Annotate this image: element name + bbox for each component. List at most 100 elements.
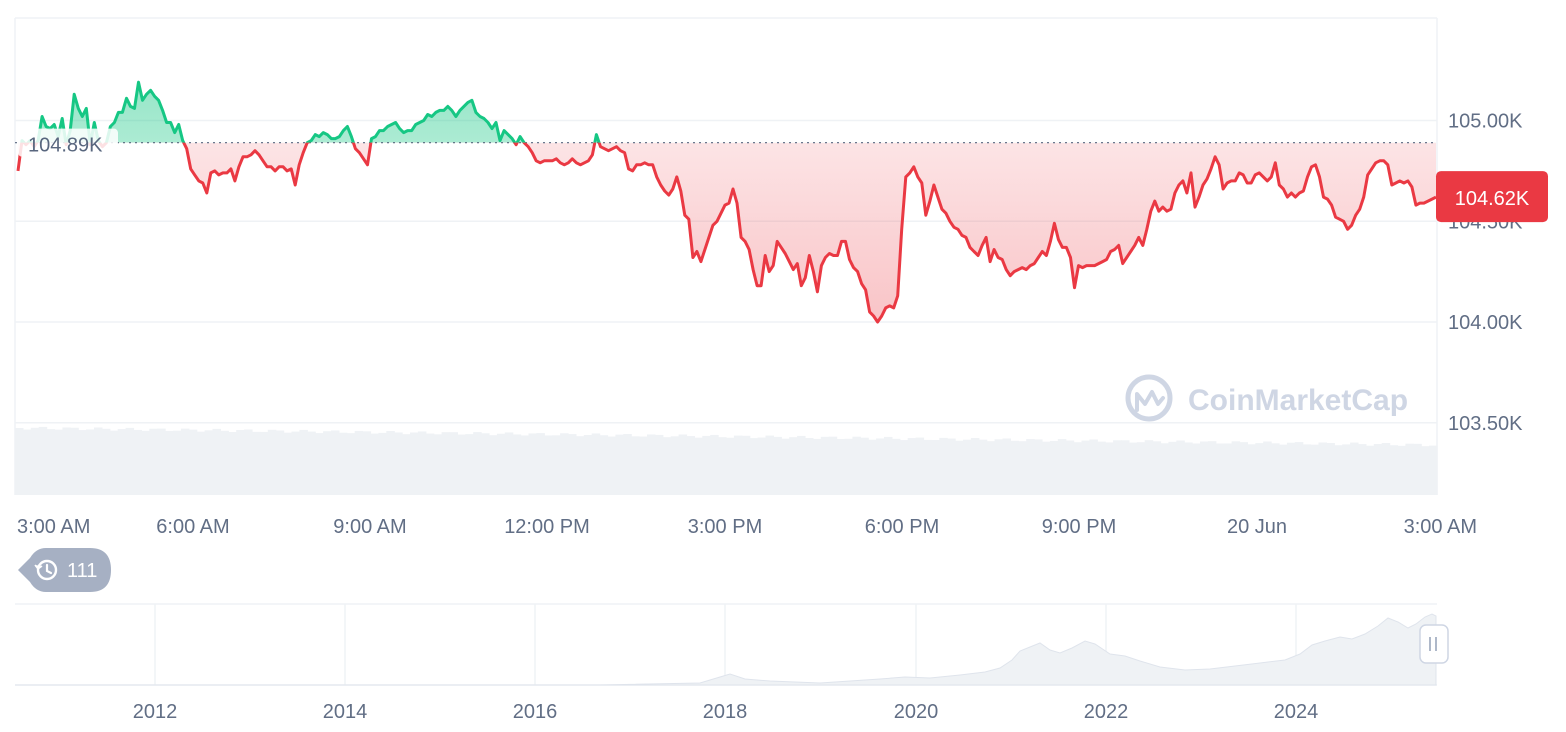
reference-price-text: 104.89K xyxy=(28,135,103,157)
volume-bar xyxy=(599,435,609,495)
history-count: 111 xyxy=(67,560,97,582)
volume-bar xyxy=(741,435,751,495)
volume-bar xyxy=(1239,442,1248,495)
volume-bar xyxy=(1381,443,1391,495)
volume-bar xyxy=(165,430,174,495)
volume-bar xyxy=(252,431,261,495)
volume-bar xyxy=(125,427,135,495)
volume-bar xyxy=(1350,442,1359,495)
volume-bar xyxy=(1215,443,1225,495)
volume-bar xyxy=(78,430,87,495)
volume-bar xyxy=(370,433,379,495)
volume-bar xyxy=(1365,445,1375,495)
volume-bar xyxy=(1113,440,1122,495)
current-price-text: 104.62K xyxy=(1455,188,1530,210)
y-tick-label: 104.00K xyxy=(1448,312,1523,334)
x-tick-label: 9:00 PM xyxy=(1042,516,1116,538)
volume-bar xyxy=(1073,442,1083,495)
volume-bar xyxy=(1334,445,1343,495)
volume-bar xyxy=(1081,440,1090,495)
volume-bar xyxy=(15,428,24,495)
volume-bar xyxy=(1136,442,1146,495)
navigator-x-axis: 2012 2014 2016 2018 2020 2022 2024 xyxy=(133,701,1319,723)
volume-bar xyxy=(157,428,166,495)
range-navigator[interactable]: 2012 2014 2016 2018 2020 2022 2024 xyxy=(15,603,1449,723)
x-tick-label: 9:00 AM xyxy=(333,516,406,538)
volume-bar xyxy=(331,430,340,495)
x-tick-label: 3:00 PM xyxy=(688,516,762,538)
navigator-area xyxy=(15,613,1437,686)
volume-bar xyxy=(1105,442,1114,495)
volume-bar xyxy=(307,431,316,495)
volume-bar xyxy=(236,429,245,495)
coinmarketcap-logo-icon xyxy=(1125,374,1173,422)
volume-bar xyxy=(860,437,869,495)
y-tick-label: 105.00K xyxy=(1448,111,1523,133)
volume-bar xyxy=(244,429,253,495)
volume-bar xyxy=(1200,441,1209,495)
volume-bar xyxy=(536,433,545,495)
volume-bar xyxy=(481,433,490,495)
navigator-tick-label: 2012 xyxy=(133,701,178,723)
volume-bar xyxy=(773,436,782,495)
volume-bar xyxy=(457,434,466,495)
area-above-reference xyxy=(21,82,600,143)
volume-bar xyxy=(970,437,980,495)
volume-bar xyxy=(781,438,790,495)
volume-bar xyxy=(899,440,909,495)
volume-bar xyxy=(647,434,656,495)
volume-bar xyxy=(117,429,127,495)
navigator-tick-label: 2024 xyxy=(1274,701,1319,723)
volume-bar xyxy=(844,438,853,495)
volume-bar xyxy=(1326,442,1335,495)
volume-bar xyxy=(267,429,277,495)
volume-bar xyxy=(1397,445,1406,495)
volume-bar xyxy=(473,432,482,495)
volume-bar xyxy=(1049,440,1059,495)
watermark-text: CoinMarketCap xyxy=(1188,384,1408,417)
volume-bar xyxy=(947,438,956,495)
volume-bar xyxy=(1413,443,1422,495)
volume-bar xyxy=(173,430,182,495)
volume-bar xyxy=(939,437,948,495)
volume-bar xyxy=(552,435,561,495)
x-tick-label: 12:00 PM xyxy=(504,516,590,538)
volume-bar xyxy=(30,427,40,495)
y-tick-label: 103.50K xyxy=(1448,413,1523,435)
volume-bar xyxy=(1026,439,1035,495)
volume-bar xyxy=(1144,440,1154,495)
volume-bar xyxy=(1389,445,1399,495)
x-tick-label: 3:00 AM xyxy=(17,516,90,538)
volume-bar xyxy=(1373,443,1383,495)
volume-bar xyxy=(528,433,537,495)
volume-bar xyxy=(884,436,893,495)
volume-bar xyxy=(1223,443,1233,495)
volume-bar xyxy=(86,429,95,495)
volume-bar xyxy=(1421,446,1430,495)
volume-bar xyxy=(1263,441,1272,495)
volume-bar xyxy=(496,433,506,495)
volume-bar xyxy=(283,432,293,495)
volume-bar xyxy=(362,431,372,495)
volume-bar xyxy=(963,439,972,495)
volume-bar xyxy=(733,435,743,495)
history-badge[interactable]: 111 xyxy=(18,548,111,592)
volume-bar xyxy=(346,433,356,495)
volume-bar xyxy=(394,432,403,495)
volume-bar xyxy=(1152,441,1162,495)
volume-bar xyxy=(812,438,822,495)
volume-bar xyxy=(512,434,522,495)
volume-bar xyxy=(654,434,664,495)
navigator-tick-label: 2018 xyxy=(703,701,748,723)
x-tick-label: 6:00 AM xyxy=(156,516,229,538)
volume-bar xyxy=(828,436,838,495)
navigator-handle[interactable] xyxy=(1419,624,1449,664)
volume-bar xyxy=(1097,441,1106,495)
volume-bar xyxy=(670,436,680,495)
volume-bar xyxy=(94,427,103,495)
volume-bar xyxy=(765,435,774,495)
volume-bar xyxy=(907,438,917,495)
volume-bar xyxy=(797,435,806,495)
